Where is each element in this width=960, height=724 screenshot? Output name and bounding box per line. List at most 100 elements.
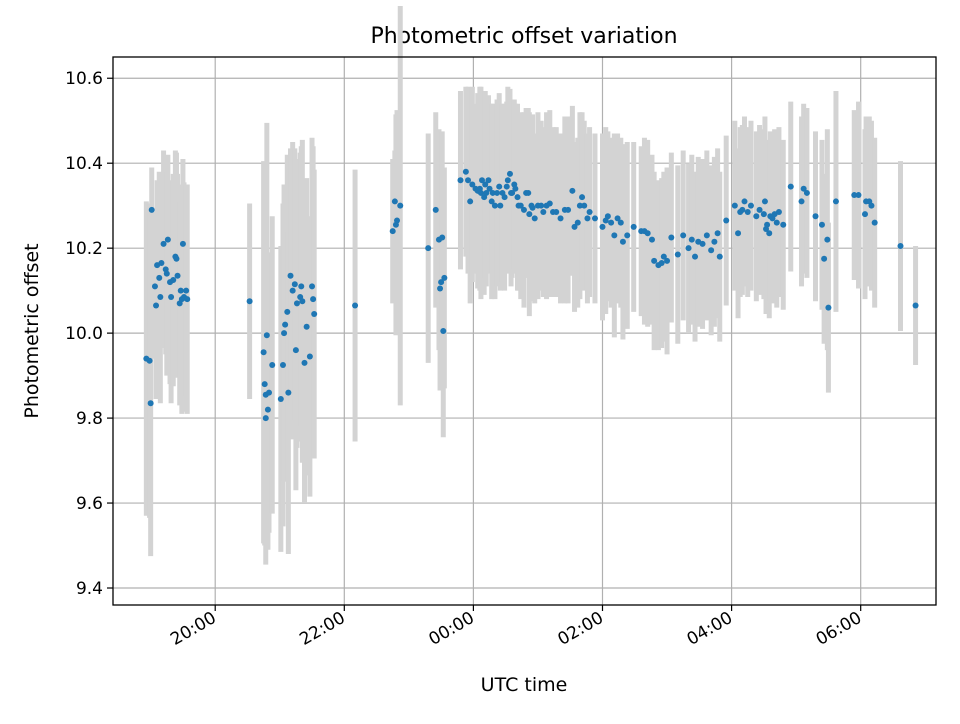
data-point xyxy=(703,232,710,239)
data-point xyxy=(503,183,510,190)
data-point xyxy=(279,361,286,368)
x-tick-label: 22:00 xyxy=(296,608,348,650)
data-point xyxy=(716,253,723,260)
data-point xyxy=(800,185,807,192)
data-point xyxy=(174,272,181,279)
data-point xyxy=(151,283,158,290)
data-point xyxy=(699,240,706,247)
data-point xyxy=(311,311,318,318)
data-point xyxy=(747,202,754,209)
data-point xyxy=(497,202,504,209)
data-point xyxy=(158,260,165,267)
data-point xyxy=(168,294,175,301)
data-point xyxy=(494,189,501,196)
data-point xyxy=(525,189,532,196)
data-point xyxy=(264,406,271,413)
data-point xyxy=(179,240,186,247)
data-point xyxy=(861,211,868,218)
data-point xyxy=(289,287,296,294)
data-point xyxy=(531,215,538,222)
data-point xyxy=(509,189,516,196)
data-point xyxy=(824,236,831,243)
data-point xyxy=(520,206,527,213)
data-point xyxy=(708,247,715,254)
data-point xyxy=(619,238,626,245)
y-tick-label: 10.0 xyxy=(65,324,103,344)
data-point xyxy=(569,187,576,194)
data-point xyxy=(465,177,472,184)
data-point xyxy=(301,359,308,366)
data-point xyxy=(488,198,495,205)
data-point xyxy=(293,300,300,307)
data-point xyxy=(425,245,432,252)
data-point xyxy=(183,287,190,294)
data-point xyxy=(489,189,496,196)
data-point xyxy=(529,204,536,211)
data-point xyxy=(299,298,306,305)
data-point xyxy=(309,283,316,290)
data-point xyxy=(608,219,615,226)
data-point xyxy=(897,243,904,250)
data-point xyxy=(514,194,521,201)
data-point xyxy=(744,209,751,216)
x-tick-label: 00:00 xyxy=(425,608,477,650)
y-tick-label: 10.2 xyxy=(65,239,103,259)
x-tick-label: 04:00 xyxy=(684,608,736,650)
data-point xyxy=(688,236,695,243)
data-point xyxy=(591,215,598,222)
data-point xyxy=(711,238,718,245)
data-point xyxy=(812,213,819,220)
data-point xyxy=(664,257,671,264)
data-point xyxy=(483,189,490,196)
data-point xyxy=(298,283,305,290)
data-point xyxy=(581,202,588,209)
data-point xyxy=(761,198,768,205)
data-point xyxy=(432,206,439,213)
data-point xyxy=(462,168,469,175)
y-tick-label: 9.6 xyxy=(76,494,103,514)
data-point xyxy=(680,232,687,239)
data-point xyxy=(265,389,272,396)
data-point xyxy=(557,215,564,222)
data-point xyxy=(277,395,284,402)
data-point xyxy=(504,177,511,184)
data-point xyxy=(818,221,825,228)
data-point xyxy=(163,270,170,277)
data-point xyxy=(467,198,474,205)
x-tick-label: 20:00 xyxy=(167,608,219,650)
data-point xyxy=(584,215,591,222)
data-point xyxy=(485,177,492,184)
data-point xyxy=(660,253,667,260)
x-axis-ticks: 20:00 22:00 00:00 02:00 04:00 06:00 xyxy=(167,605,865,650)
data-point xyxy=(825,304,832,311)
data-point xyxy=(477,189,484,196)
data-point xyxy=(753,213,760,220)
data-point xyxy=(156,274,163,281)
data-point xyxy=(871,219,878,226)
y-axis-ticks: 9.4 9.6 9.8 10.0 10.2 10.4 10.6 xyxy=(65,69,113,599)
data-point xyxy=(821,255,828,262)
data-point xyxy=(282,321,289,328)
data-point xyxy=(766,230,773,237)
data-point xyxy=(739,206,746,213)
data-point xyxy=(714,230,721,237)
data-point xyxy=(469,181,476,188)
data-point xyxy=(287,272,294,279)
error-bars xyxy=(143,6,919,565)
data-point xyxy=(441,274,448,281)
y-tick-label: 10.6 xyxy=(65,69,103,89)
data-point xyxy=(803,189,810,196)
data-point xyxy=(565,206,572,213)
data-point xyxy=(281,330,288,337)
data-point xyxy=(157,294,164,301)
x-axis-label: UTC time xyxy=(481,674,568,696)
data-point xyxy=(685,245,692,252)
data-point xyxy=(310,296,317,303)
plot-frame xyxy=(112,56,937,606)
data-point xyxy=(285,389,292,396)
data-point xyxy=(517,202,524,209)
data-point xyxy=(775,209,782,216)
data-point xyxy=(397,202,404,209)
